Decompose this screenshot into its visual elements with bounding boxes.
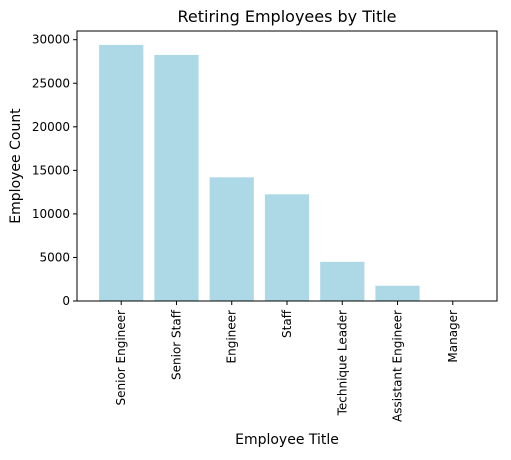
y-tick-label-4: 20000 (32, 120, 70, 134)
y-axis-title: Employee Count (8, 108, 24, 224)
x-tick-label-3: Staff (280, 309, 294, 338)
x-tick-label-6: Manager (446, 310, 460, 363)
y-tick-label-3: 15000 (32, 163, 70, 177)
x-tick-label-1: Senior Staff (169, 309, 183, 380)
y-tick-label-5: 25000 (32, 76, 70, 90)
x-tick-label-5: Assistant Engineer (391, 310, 405, 422)
bar-4 (320, 261, 365, 301)
bar-3 (264, 194, 310, 301)
y-tick-label-1: 5000 (39, 250, 70, 264)
x-axis-title: Employee Title (235, 432, 339, 448)
bar-0 (99, 44, 144, 301)
y-tick-label-0: 0 (62, 294, 70, 308)
bar-5 (375, 285, 420, 301)
bar-2 (209, 177, 254, 301)
x-axis: Senior Engineer Senior Staff Engineer Staff… (114, 301, 460, 422)
bars-group (99, 44, 475, 302)
x-tick-label-4: Technique Leader (335, 310, 349, 416)
y-axis: 0 5000 10000 15000 20000 25000 30000 (32, 33, 77, 308)
x-tick-label-0: Senior Engineer (114, 310, 128, 406)
bar-1 (154, 54, 199, 302)
y-tick-label-6: 30000 (32, 33, 70, 47)
plot-frame (76, 30, 498, 302)
x-tick-label-2: Engineer (225, 310, 239, 364)
y-tick-label-2: 10000 (32, 207, 70, 221)
chart-title: Retiring Employees by Title (177, 7, 396, 26)
